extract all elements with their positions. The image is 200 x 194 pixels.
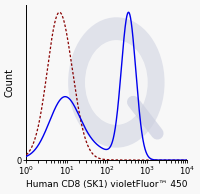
X-axis label: Human CD8 (SK1) violetFluor™ 450: Human CD8 (SK1) violetFluor™ 450 bbox=[26, 180, 187, 189]
Ellipse shape bbox=[85, 40, 148, 125]
Y-axis label: Count: Count bbox=[5, 68, 15, 97]
Ellipse shape bbox=[68, 17, 165, 148]
